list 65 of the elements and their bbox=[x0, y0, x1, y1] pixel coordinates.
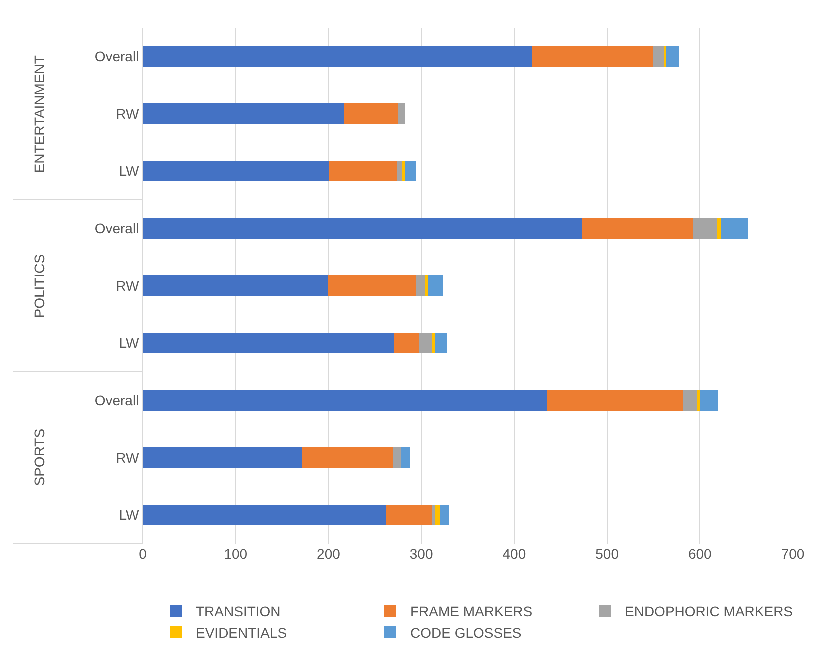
bar bbox=[143, 448, 302, 468]
bar bbox=[143, 218, 582, 239]
bar bbox=[392, 448, 402, 468]
y-tick-label: Overall bbox=[94, 220, 140, 237]
bar bbox=[416, 276, 426, 296]
bar bbox=[401, 448, 410, 468]
y-tick-label: LW bbox=[119, 335, 140, 352]
bar bbox=[143, 276, 329, 296]
bar bbox=[143, 505, 386, 526]
bar bbox=[386, 505, 432, 526]
bar bbox=[398, 104, 405, 124]
text: ENTERTAINMENT bbox=[31, 55, 48, 174]
x-tick-label: 700 bbox=[781, 546, 805, 562]
bar bbox=[404, 161, 416, 182]
x-tick-label: 400 bbox=[502, 546, 526, 562]
y-tick-label: RW bbox=[116, 450, 140, 466]
bar bbox=[394, 333, 419, 354]
bar bbox=[652, 46, 664, 67]
bar bbox=[302, 448, 393, 468]
bar bbox=[328, 276, 416, 296]
bar bbox=[694, 218, 717, 239]
legend-label: CODE GLOSSES bbox=[410, 624, 522, 641]
bar bbox=[432, 333, 436, 354]
y-tick-label: RW bbox=[116, 278, 140, 294]
bar bbox=[402, 161, 405, 182]
legend-label: EVIDENTIALS bbox=[196, 624, 288, 641]
bar bbox=[700, 390, 719, 411]
bar bbox=[143, 46, 532, 67]
bar bbox=[436, 333, 448, 354]
bar bbox=[716, 218, 722, 239]
bar bbox=[425, 276, 428, 296]
y-tick-label: LW bbox=[119, 507, 140, 524]
bar bbox=[440, 505, 450, 526]
x-tick-label: 0 bbox=[139, 546, 148, 562]
x-tick-label: 500 bbox=[596, 546, 620, 562]
bar bbox=[330, 161, 398, 182]
legend-label: FRAME MARKERS bbox=[410, 604, 533, 620]
bar bbox=[532, 46, 653, 67]
y-tick-label: LW bbox=[119, 163, 140, 180]
x-tick-label: 600 bbox=[688, 546, 712, 562]
bar bbox=[143, 161, 330, 182]
bar bbox=[432, 505, 436, 526]
bar bbox=[428, 276, 443, 296]
bar bbox=[546, 390, 684, 411]
bar bbox=[143, 390, 547, 411]
x-tick-label: 300 bbox=[410, 546, 434, 562]
bar bbox=[344, 104, 398, 124]
bar bbox=[722, 218, 748, 239]
bar bbox=[666, 46, 680, 67]
bar bbox=[418, 333, 432, 354]
bar bbox=[436, 505, 440, 526]
bar bbox=[143, 104, 344, 124]
bar bbox=[683, 390, 698, 411]
legend-label: ENDOPHORIC MARKERS bbox=[625, 604, 794, 620]
x-tick-label: 200 bbox=[317, 546, 341, 562]
bar bbox=[143, 333, 395, 354]
bar bbox=[397, 161, 402, 182]
y-tick-label: RW bbox=[116, 106, 140, 122]
text: SPORTS bbox=[31, 428, 48, 486]
x-tick-label: 100 bbox=[224, 546, 248, 562]
y-tick-label: Overall bbox=[94, 48, 140, 65]
y-tick-label: Overall bbox=[94, 392, 140, 409]
bar bbox=[582, 218, 694, 239]
legend-label: TRANSITION bbox=[196, 604, 281, 620]
text: POLITICS bbox=[31, 254, 48, 318]
